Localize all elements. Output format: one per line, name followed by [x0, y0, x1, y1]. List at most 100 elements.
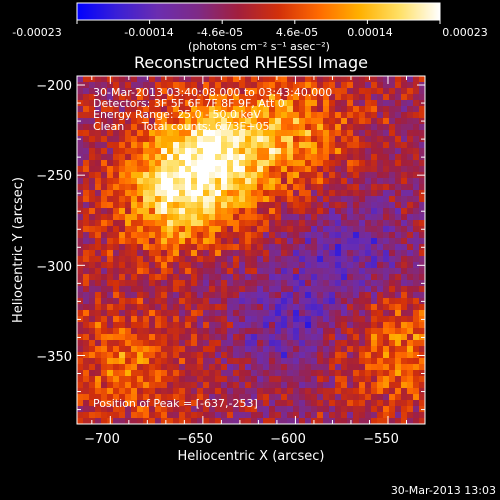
heatmap-cell: [383, 340, 390, 347]
heatmap-cell: [185, 214, 192, 221]
heatmap-cell: [155, 160, 162, 167]
heatmap-cell: [335, 394, 342, 401]
heatmap-cell: [323, 226, 330, 233]
heatmap-cell: [119, 262, 126, 269]
heatmap-cell: [371, 352, 378, 359]
heatmap-cell: [185, 250, 192, 257]
heatmap-cell: [101, 82, 108, 89]
heatmap-cell: [161, 82, 168, 89]
heatmap-cell: [251, 88, 258, 95]
heatmap-cell: [155, 274, 162, 281]
heatmap-cell: [149, 406, 156, 413]
heatmap-cell: [155, 406, 162, 413]
heatmap-cell: [83, 214, 90, 221]
heatmap-cell: [323, 76, 330, 83]
annotation-peak-position: Position of Peak = [-637,-253]: [93, 397, 258, 410]
heatmap-cell: [347, 220, 354, 227]
heatmap-cell: [167, 322, 174, 329]
heatmap-cell: [293, 184, 300, 191]
heatmap-cell: [293, 322, 300, 329]
heatmap-cell: [353, 136, 360, 143]
heatmap-cell: [119, 106, 126, 113]
heatmap-cell: [77, 232, 84, 239]
heatmap-cell: [233, 238, 240, 245]
heatmap-cell: [335, 88, 342, 95]
heatmap-cell: [83, 196, 90, 203]
heatmap-cell: [119, 154, 126, 161]
heatmap-cell: [419, 304, 425, 311]
heatmap-cell: [287, 226, 294, 233]
heatmap-cell: [419, 214, 425, 221]
heatmap-cell: [179, 106, 186, 113]
heatmap-cell: [149, 124, 156, 131]
heatmap-cell: [347, 346, 354, 353]
heatmap-cell: [359, 112, 366, 119]
heatmap-cell: [359, 292, 366, 299]
heatmap-cell: [101, 94, 108, 101]
colorbar-tick-label: -4.6e-05: [197, 26, 243, 39]
heatmap-cell: [317, 298, 324, 305]
heatmap-cell: [323, 316, 330, 323]
heatmap-cell: [281, 100, 288, 107]
heatmap-cell: [113, 172, 120, 179]
heatmap-cell: [347, 208, 354, 215]
heatmap-cell: [179, 226, 186, 233]
heatmap-cell: [89, 184, 96, 191]
heatmap-cell: [185, 196, 192, 203]
heatmap-cell: [227, 274, 234, 281]
heatmap-cell: [299, 304, 306, 311]
heatmap-cell: [353, 418, 360, 424]
heatmap-cell: [179, 370, 186, 377]
heatmap-cell: [371, 238, 378, 245]
heatmap-cell: [275, 370, 282, 377]
heatmap-cell: [215, 226, 222, 233]
heatmap-cell: [389, 340, 396, 347]
heatmap-cell: [197, 256, 204, 263]
heatmap-cell: [83, 250, 90, 257]
heatmap-cell: [149, 160, 156, 167]
heatmap-cell: [263, 298, 270, 305]
heatmap-cell: [155, 94, 162, 101]
heatmap-cell: [395, 172, 402, 179]
heatmap-cell: [197, 160, 204, 167]
heatmap-cell: [167, 94, 174, 101]
heatmap-cell: [143, 376, 150, 383]
heatmap-cell: [257, 226, 264, 233]
heatmap-cell: [203, 88, 210, 95]
heatmap-cell: [215, 256, 222, 263]
heatmap-cell: [383, 88, 390, 95]
heatmap-cell: [89, 88, 96, 95]
heatmap-cell: [119, 280, 126, 287]
heatmap-cell: [203, 82, 210, 89]
heatmap-cell: [335, 136, 342, 143]
heatmap-cell: [239, 340, 246, 347]
heatmap-cell: [227, 328, 234, 335]
heatmap-cell: [83, 232, 90, 239]
heatmap-cell: [335, 160, 342, 167]
heatmap-cell: [113, 190, 120, 197]
heatmap-cell: [395, 352, 402, 359]
heatmap-cell: [143, 154, 150, 161]
heatmap-cell: [83, 418, 90, 424]
heatmap-cell: [161, 172, 168, 179]
heatmap-cell: [143, 292, 150, 299]
heatmap-cell: [263, 154, 270, 161]
heatmap-cell: [389, 250, 396, 257]
heatmap-cell: [179, 100, 186, 107]
heatmap-cell: [131, 238, 138, 245]
heatmap-cell: [209, 364, 216, 371]
heatmap-cell: [311, 196, 318, 203]
heatmap-cell: [419, 148, 425, 155]
heatmap-cell: [401, 412, 408, 419]
heatmap-cell: [365, 352, 372, 359]
heatmap-cell: [413, 136, 420, 143]
heatmap-cell: [185, 364, 192, 371]
heatmap-cell: [173, 400, 180, 407]
heatmap-cell: [371, 394, 378, 401]
heatmap-cell: [137, 322, 144, 329]
heatmap-cell: [83, 202, 90, 209]
heatmap-cell: [215, 418, 222, 424]
heatmap-cell: [323, 208, 330, 215]
heatmap-cell: [269, 334, 276, 341]
heatmap-cell: [389, 400, 396, 407]
